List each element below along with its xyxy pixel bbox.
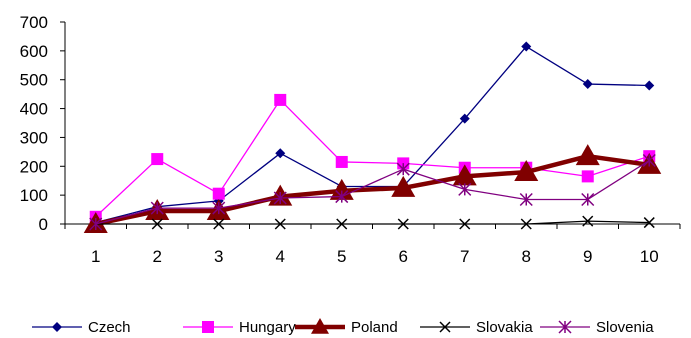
legend-item-slovenia: Slovenia — [540, 319, 654, 336]
data-point — [391, 175, 416, 197]
data-point — [582, 79, 593, 90]
legend-item-slovakia: Slovakia — [420, 319, 533, 336]
y-tick-label: 300 — [20, 128, 48, 147]
data-point — [396, 162, 410, 176]
data-point — [335, 155, 348, 168]
series-line — [95, 99, 650, 218]
series-slovenia — [89, 153, 656, 231]
data-point — [52, 322, 62, 332]
y-tick-label: 100 — [20, 186, 48, 205]
x-tick-label: 2 — [153, 247, 162, 266]
legend-label: Hungary — [239, 319, 296, 336]
axes: 0 100 200 300 400 500 600 700 1 2 3 4 5 6 7 8 9 10 — [20, 13, 681, 266]
legend-label: Slovakia — [476, 319, 533, 336]
y-tick-label: 200 — [20, 157, 48, 176]
data-point — [202, 321, 214, 333]
data-point — [151, 153, 164, 166]
data-point — [520, 218, 532, 230]
x-tick-label: 6 — [399, 247, 408, 266]
data-point — [452, 164, 477, 186]
series-line — [95, 153, 650, 227]
y-tick-label: 600 — [20, 42, 48, 61]
data-point — [439, 321, 451, 333]
legend-label: Poland — [351, 319, 398, 336]
data-point — [397, 218, 409, 230]
data-point — [311, 318, 329, 334]
data-point — [213, 218, 225, 230]
data-point — [458, 182, 472, 196]
legend-marker — [202, 321, 214, 333]
data-point — [519, 192, 533, 207]
x-tick-label: 7 — [460, 247, 469, 266]
data-point — [274, 93, 287, 106]
legend-marker — [52, 322, 62, 332]
data-point — [459, 218, 471, 230]
data-point — [581, 170, 594, 183]
x-tick-label: 9 — [583, 247, 592, 266]
data-point — [642, 153, 656, 168]
legend: Czech Hungary Poland Slovakia Slovenia — [32, 318, 654, 336]
series-line — [95, 220, 650, 225]
data-point — [273, 191, 287, 205]
x-tick-label: 1 — [91, 247, 100, 266]
x-tick-label: 10 — [640, 247, 659, 266]
legend-marker — [439, 321, 451, 333]
data-point — [575, 144, 600, 166]
legend-item-czech: Czech — [32, 319, 131, 336]
x-tick-label: 4 — [276, 247, 285, 266]
legend-item-poland: Poland — [295, 318, 398, 336]
data-point — [644, 80, 655, 91]
series-poland — [83, 144, 662, 233]
legend-label: Slovenia — [596, 319, 654, 336]
data-point — [521, 41, 532, 52]
series-group — [83, 41, 662, 233]
data-point — [558, 320, 572, 334]
legend-label: Czech — [88, 319, 131, 336]
data-point — [336, 218, 348, 230]
y-tick-label: 0 — [39, 215, 48, 234]
y-tick-label: 500 — [20, 71, 48, 90]
x-tick-label: 8 — [522, 247, 531, 266]
data-point — [581, 192, 595, 207]
data-point — [643, 217, 655, 229]
data-point — [150, 201, 164, 215]
series-line — [95, 159, 650, 225]
data-point — [151, 218, 163, 230]
data-point — [514, 160, 539, 182]
series-line — [95, 45, 650, 224]
x-tick-label: 3 — [214, 247, 223, 266]
y-tick-label: 700 — [20, 13, 48, 32]
y-tick-label: 400 — [20, 100, 48, 119]
data-point — [335, 190, 349, 204]
data-point — [459, 113, 470, 124]
data-point — [212, 201, 226, 215]
legend-marker — [311, 318, 329, 334]
data-point — [89, 217, 103, 231]
data-point — [275, 148, 286, 159]
x-tick-label: 5 — [337, 247, 346, 266]
data-point — [582, 215, 594, 227]
data-point — [212, 187, 225, 200]
data-point — [274, 218, 286, 230]
legend-item-hungary: Hungary — [183, 319, 296, 336]
legend-marker — [558, 320, 572, 334]
